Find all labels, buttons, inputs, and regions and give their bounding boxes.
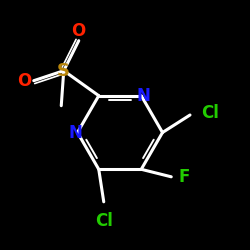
Text: Cl: Cl (201, 104, 219, 122)
Text: S: S (57, 62, 70, 80)
Text: N: N (137, 87, 151, 105)
Text: F: F (179, 168, 190, 186)
Text: O: O (72, 22, 86, 40)
Text: Cl: Cl (95, 212, 113, 230)
Text: N: N (68, 124, 82, 142)
Text: O: O (16, 72, 31, 90)
